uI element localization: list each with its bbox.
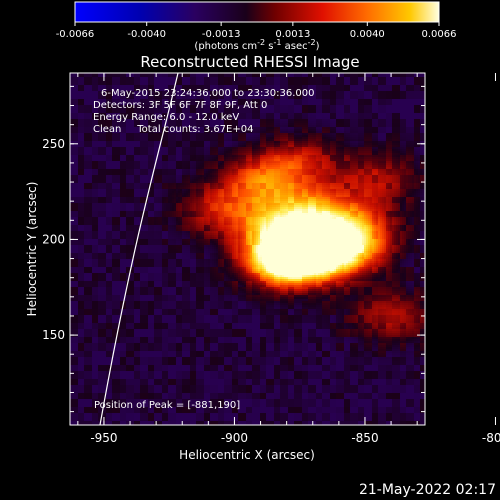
colorbar-tick-label: 0.0040 [350,29,385,40]
x-tick-label: -850 [351,431,378,445]
peak-position-label: Position of Peak = [-881,190] [94,400,240,411]
info-time: 6-May-2015 23:24:36.000 to 23:30:36.000 [101,88,314,99]
colorbar-tick-label: -0.0040 [127,29,166,40]
x-tick-label: -900 [221,431,248,445]
x-axis-label: Heliocentric X (arcsec) [179,448,315,462]
info-detectors: Detectors: 3F 5F 6F 7F 8F 9F, Att 0 [93,100,267,111]
y-axis-label: Heliocentric Y (arcsec) [25,182,39,317]
y-tick-label: 250 [42,137,65,151]
timestamp: 21-May-2022 02:17 [359,482,496,498]
y-tick-label: 200 [42,232,65,246]
colorbar-units: (photons cm-2 s-1 asec-2) [194,38,319,52]
plot-title: Reconstructed RHESSI Image [140,53,359,71]
colorbar [75,2,439,22]
info-clean: Clean Total counts: 3.67E+04 [93,124,253,135]
colorbar-ticks: -0.0066 -0.0040 -0.0013 0.0013 0.0040 0.0066 [56,22,457,40]
colorbar-tick-label: -0.0066 [56,29,95,40]
x-tick-label: -800 [482,431,500,445]
colorbar-tick-label: 0.0066 [422,29,457,40]
y-tick-label: 150 [42,328,65,342]
colorbar-tick-label: -0.0013 [202,29,241,40]
info-energy: Energy Range: 6.0 - 12.0 keV [93,112,239,123]
x-tick-label: -950 [90,431,117,445]
